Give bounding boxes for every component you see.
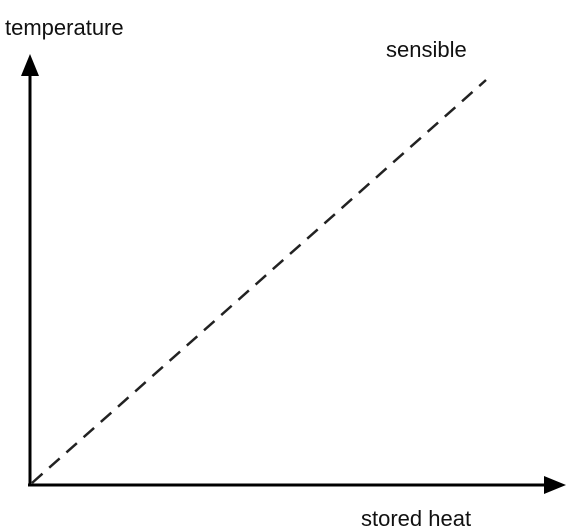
x-axis-label: stored heat — [361, 506, 471, 531]
y-axis-arrow — [21, 54, 39, 76]
y-axis-label: temperature — [5, 15, 124, 40]
sensible-line — [31, 79, 487, 484]
x-axis-arrow — [544, 476, 566, 494]
line-label: sensible — [386, 37, 467, 62]
